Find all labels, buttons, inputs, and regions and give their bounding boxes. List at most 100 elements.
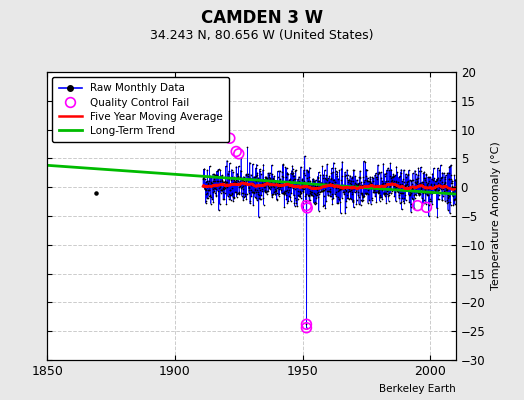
Point (444, 198, 453, 205)
Point (341, 173, 350, 180)
Point (303, 182, 312, 189)
Point (342, 187, 351, 194)
Point (233, 175, 241, 182)
Point (319, 203, 328, 210)
Point (319, 187, 328, 194)
Point (339, 184, 347, 190)
Point (293, 203, 301, 210)
Point (368, 184, 377, 191)
Point (445, 176, 453, 182)
Point (375, 190, 383, 196)
Point (217, 178, 226, 185)
Point (220, 182, 228, 188)
Point (209, 186, 217, 192)
Point (384, 192, 392, 199)
Point (429, 189, 438, 195)
Point (420, 183, 428, 189)
Point (239, 197, 247, 203)
Point (264, 177, 272, 183)
Point (409, 187, 418, 194)
Point (314, 178, 323, 184)
Point (239, 174, 248, 180)
Point (203, 190, 211, 196)
Point (313, 192, 321, 198)
Point (341, 210, 350, 216)
Point (341, 169, 349, 175)
Point (316, 172, 325, 178)
Point (346, 172, 354, 179)
Point (420, 200, 428, 206)
Point (278, 168, 286, 175)
Point (308, 180, 316, 187)
Point (245, 187, 254, 193)
Point (268, 171, 277, 178)
Point (204, 186, 212, 193)
Point (200, 184, 208, 190)
Point (335, 196, 343, 203)
Point (337, 166, 345, 172)
Point (427, 186, 435, 192)
Point (362, 173, 370, 179)
Point (410, 192, 419, 198)
Point (262, 179, 270, 186)
Point (232, 180, 240, 186)
Point (246, 159, 254, 166)
Point (400, 195, 408, 202)
Point (305, 164, 314, 171)
Point (206, 193, 215, 200)
Point (274, 184, 282, 190)
Point (363, 178, 372, 184)
Point (331, 181, 339, 188)
Point (320, 187, 329, 193)
Point (452, 188, 460, 194)
Point (400, 200, 409, 206)
Point (340, 191, 348, 197)
Point (330, 176, 339, 183)
Point (285, 183, 293, 189)
Point (283, 170, 292, 177)
Point (239, 186, 248, 193)
Point (287, 190, 296, 196)
Point (227, 166, 236, 173)
Point (248, 188, 257, 195)
Point (357, 190, 365, 196)
Point (205, 184, 213, 190)
Point (380, 190, 388, 197)
Point (451, 176, 460, 183)
Point (286, 184, 294, 190)
Point (210, 171, 219, 178)
Point (431, 187, 439, 194)
Point (200, 174, 209, 180)
Point (235, 182, 244, 189)
Point (423, 186, 432, 192)
Point (447, 162, 455, 168)
Point (268, 175, 277, 181)
Point (285, 187, 293, 194)
Point (372, 182, 380, 189)
Point (367, 182, 376, 188)
Point (407, 189, 415, 196)
Point (450, 196, 458, 203)
Point (243, 177, 251, 183)
Point (366, 174, 374, 180)
Point (372, 199, 380, 205)
Point (246, 175, 255, 182)
Point (361, 159, 369, 166)
Point (401, 181, 410, 188)
Point (367, 180, 375, 186)
Point (255, 214, 263, 220)
Point (439, 182, 447, 189)
Point (417, 168, 425, 174)
Point (264, 182, 272, 189)
Point (414, 192, 423, 198)
Point (359, 158, 368, 165)
Point (234, 163, 243, 170)
Point (445, 176, 454, 182)
Point (348, 174, 356, 180)
Point (402, 180, 411, 187)
Point (368, 197, 376, 203)
Point (403, 183, 412, 189)
Point (301, 153, 309, 159)
Point (420, 169, 429, 175)
Point (440, 170, 448, 176)
